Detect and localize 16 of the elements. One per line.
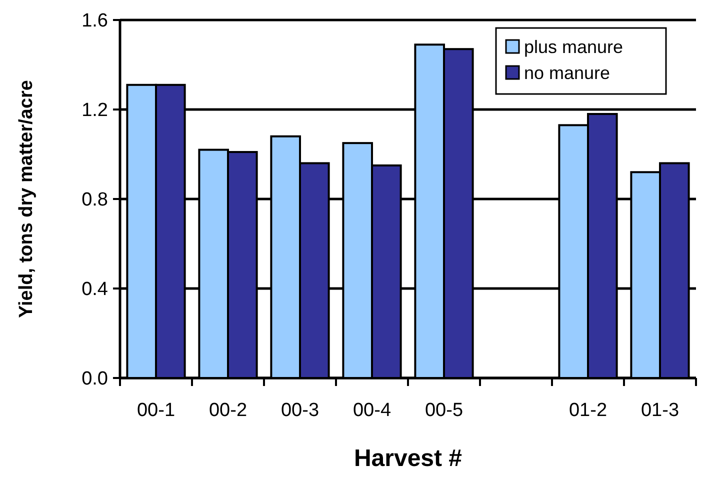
x-tick-label: 00-1 [136,400,176,421]
x-tick-label: 01-3 [640,400,680,421]
y-tick-label: 0.4 [82,279,108,300]
x-axis-title: Harvest # [354,445,462,472]
x-tick-label: 00-3 [280,400,320,421]
x-tick-label: 01-2 [568,400,608,421]
legend-label: plus manure [524,36,624,57]
y-tick-label: 1.6 [82,10,108,32]
y-tick-label: 1.2 [82,100,108,122]
y-tick-label: 0.8 [82,190,108,211]
x-tick-label: 00-4 [352,400,392,421]
x-tick-label: 00-5 [424,400,464,421]
legend-label: no manure [524,62,610,83]
x-tick-label: 00-2 [208,400,248,421]
y-axis-title: Yield, tons dry matter/acre [16,80,37,318]
y-tick-label: 0.0 [82,368,108,390]
